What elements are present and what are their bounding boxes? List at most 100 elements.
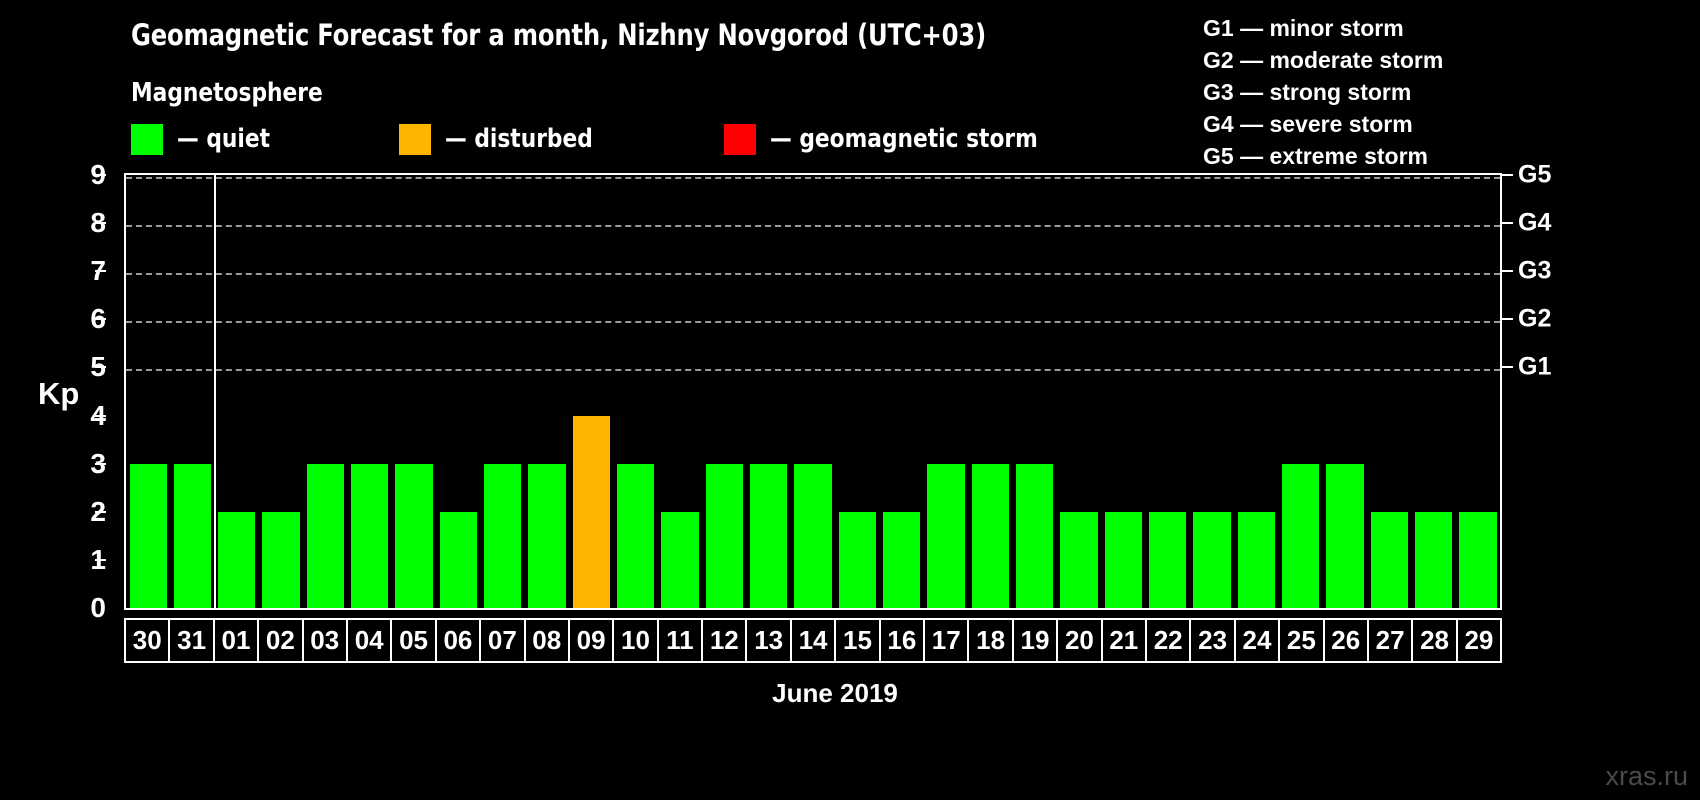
bar-day-31 xyxy=(173,463,212,608)
g-tick-mark-G5 xyxy=(1502,174,1513,176)
y-tick-mark-3 xyxy=(95,462,106,465)
bar-day-14 xyxy=(794,463,832,608)
legend-label: — geomagnetic storm xyxy=(769,124,1038,154)
bar-day-23 xyxy=(1193,511,1231,608)
bar-slot-03 xyxy=(303,175,347,608)
legend-item-geomagnetic-storm: — geomagnetic storm xyxy=(723,123,1058,155)
bar-slot-29 xyxy=(1456,175,1500,608)
g-scale-line-2: G2 — moderate storm xyxy=(1203,47,1444,73)
day-label-07: 07 xyxy=(479,618,526,663)
bar-day-12 xyxy=(705,463,744,608)
g-scale-line-5: G5 — extreme storm xyxy=(1203,143,1428,169)
gridline-kp-7 xyxy=(126,273,1500,276)
month-separator-line xyxy=(213,175,216,608)
bar-slot-07 xyxy=(481,175,525,608)
day-label-17: 17 xyxy=(923,618,970,663)
bar-slot-06 xyxy=(436,175,480,608)
day-label-03: 03 xyxy=(301,618,348,663)
bar-day-25 xyxy=(1282,463,1320,608)
plot-area xyxy=(124,173,1502,610)
day-label-24: 24 xyxy=(1233,618,1281,663)
gridline-kp-5 xyxy=(126,369,1500,372)
bar-day-19 xyxy=(1016,463,1054,608)
bar-day-30 xyxy=(129,463,167,608)
day-label-19: 19 xyxy=(1011,618,1059,663)
bar-slot-19 xyxy=(1013,175,1057,608)
day-label-23: 23 xyxy=(1189,618,1236,663)
g-tick-label-G4: G4 xyxy=(1518,208,1552,237)
bar-day-07 xyxy=(484,463,522,608)
bar-day-13 xyxy=(750,463,788,608)
bar-day-02 xyxy=(262,511,300,608)
day-label-04: 04 xyxy=(345,618,393,663)
legend-item-quiet: — quiet xyxy=(131,123,277,155)
bar-day-01 xyxy=(218,511,256,608)
bar-day-27 xyxy=(1370,511,1409,608)
day-label-29: 29 xyxy=(1455,618,1503,663)
g-scale-line-3: G3 — strong storm xyxy=(1203,79,1412,105)
bar-slot-14 xyxy=(791,175,835,608)
bar-slot-26 xyxy=(1323,175,1367,608)
y-tick-mark-9 xyxy=(95,174,106,176)
day-label-13: 13 xyxy=(745,618,792,663)
x-axis-day-labels: 30 31 01 02 03 04 05 06 07 08 09 10 11 12 13 14 15 16 17 18… xyxy=(124,618,1503,663)
bar-slot-10 xyxy=(614,175,658,608)
bar-slot-28 xyxy=(1412,175,1456,608)
bar-slot-17 xyxy=(924,175,968,608)
day-label-28: 28 xyxy=(1411,618,1458,663)
bar-day-28 xyxy=(1415,511,1453,608)
bar-slot-20 xyxy=(1057,175,1101,608)
magnetosphere-label: Magnetosphere xyxy=(131,78,323,108)
day-label-26: 26 xyxy=(1322,618,1369,663)
day-label-11: 11 xyxy=(656,618,704,663)
bar-series xyxy=(126,175,1500,608)
color-legend: — quiet — disturbed — geomagnetic storm xyxy=(131,122,1058,156)
g-tick-mark-G4 xyxy=(1502,222,1513,225)
day-label-21: 21 xyxy=(1100,618,1147,663)
day-label-31: 31 xyxy=(168,618,215,663)
g-scale-legend: G1 — minor storm G2 — moderate storm G3 — … xyxy=(1203,12,1443,172)
bar-slot-18 xyxy=(968,175,1012,608)
bar-day-26 xyxy=(1326,463,1364,608)
watermark: xras.ru xyxy=(1605,761,1688,791)
bar-day-16 xyxy=(883,511,921,608)
x-axis-title: June 2019 xyxy=(0,678,1700,709)
bar-day-09 xyxy=(572,415,611,608)
y-tick-mark-1 xyxy=(95,558,106,561)
bar-slot-05 xyxy=(392,175,436,608)
bar-day-06 xyxy=(439,511,478,608)
bar-day-04 xyxy=(351,463,389,608)
day-label-10: 10 xyxy=(612,618,659,663)
day-label-30: 30 xyxy=(124,618,171,663)
day-label-02: 02 xyxy=(257,618,304,663)
day-label-06: 06 xyxy=(434,618,482,663)
gridline-kp-6 xyxy=(126,321,1500,324)
bar-day-18 xyxy=(971,463,1010,608)
bar-slot-21 xyxy=(1101,175,1145,608)
bar-slot-30 xyxy=(126,175,170,608)
g-scale-line-1: G1 — minor storm xyxy=(1203,15,1404,41)
bar-day-17 xyxy=(927,463,965,608)
y-tick-mark-7 xyxy=(95,270,106,273)
bar-slot-12 xyxy=(702,175,746,608)
bar-day-05 xyxy=(395,463,433,608)
bar-slot-01 xyxy=(215,175,259,608)
gridline-kp-9 xyxy=(126,177,1500,179)
bar-day-22 xyxy=(1149,511,1187,608)
bar-slot-09 xyxy=(569,175,613,608)
y-tick-mark-4 xyxy=(95,414,106,417)
g-tick-mark-G2 xyxy=(1502,318,1513,321)
y-tick-mark-5 xyxy=(95,366,106,369)
bar-day-10 xyxy=(617,463,655,608)
bar-slot-27 xyxy=(1367,175,1411,608)
bar-slot-15 xyxy=(835,175,879,608)
bar-slot-13 xyxy=(747,175,791,608)
day-label-18: 18 xyxy=(967,618,1014,663)
y-tick-mark-8 xyxy=(95,222,106,225)
day-label-05: 05 xyxy=(390,618,437,663)
day-label-15: 15 xyxy=(834,618,881,663)
gridline-kp-8 xyxy=(126,225,1500,228)
bar-day-08 xyxy=(528,463,566,608)
bar-slot-08 xyxy=(525,175,569,608)
